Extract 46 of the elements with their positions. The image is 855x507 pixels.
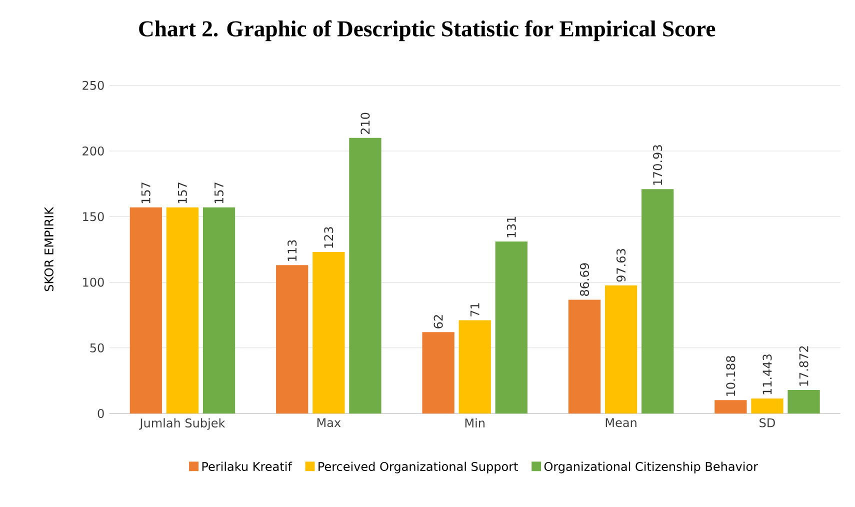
legend-label: Perilaku Kreatif [202,462,292,472]
bar [422,332,454,414]
data-label: 157 [141,182,150,204]
bar [202,207,236,414]
x-tick-label: Jumlah Subjek [139,418,226,430]
y-tick-label: 250 [82,80,104,90]
legend-label: Organizational Citizenship Behavior [544,462,758,474]
bar [495,242,528,414]
y-tick-label: 100 [83,278,104,287]
y-tick-label: 0 [98,409,104,418]
bar [349,138,382,414]
data-label: 123 [324,227,334,248]
y-tick-label: 50 [90,343,104,352]
bar [714,400,747,414]
y-axis-title: SKOR EMPIRIK [44,206,54,292]
data-label: 86.69 [580,263,590,296]
data-label: 210 [360,112,370,134]
data-label: 71 [470,303,480,316]
bar [276,265,308,414]
bar [751,398,784,414]
legend-label: Perceived Organizational Support [318,462,518,474]
bar [130,207,162,414]
bar [312,252,345,414]
data-label: 170.93 [653,145,662,185]
x-tick-label: Max [317,418,341,428]
chart-title: Chart 2. Graphic of Descriptic Statistic for Empirical Score [139,20,716,42]
data-label: 10.188 [726,356,736,396]
bar [458,320,491,414]
data-label: 62 [434,315,443,328]
bar [604,285,638,414]
bar [568,300,601,414]
data-label: 97.63 [616,249,626,282]
bar [166,207,199,414]
data-label: 157 [214,182,224,204]
data-label: 113 [288,240,297,261]
x-tick-label: Mean [606,418,636,428]
y-tick-label: 200 [82,146,104,156]
data-label: 131 [506,216,516,238]
x-tick-label: SD [760,418,775,428]
data-label: 17.872 [799,346,808,386]
data-label: 11.443 [762,354,772,394]
x-tick-label: Min [465,418,484,428]
y-tick-label: 150 [83,212,104,222]
bar [642,189,674,414]
data-label: 157 [178,182,187,204]
bar [788,390,820,414]
